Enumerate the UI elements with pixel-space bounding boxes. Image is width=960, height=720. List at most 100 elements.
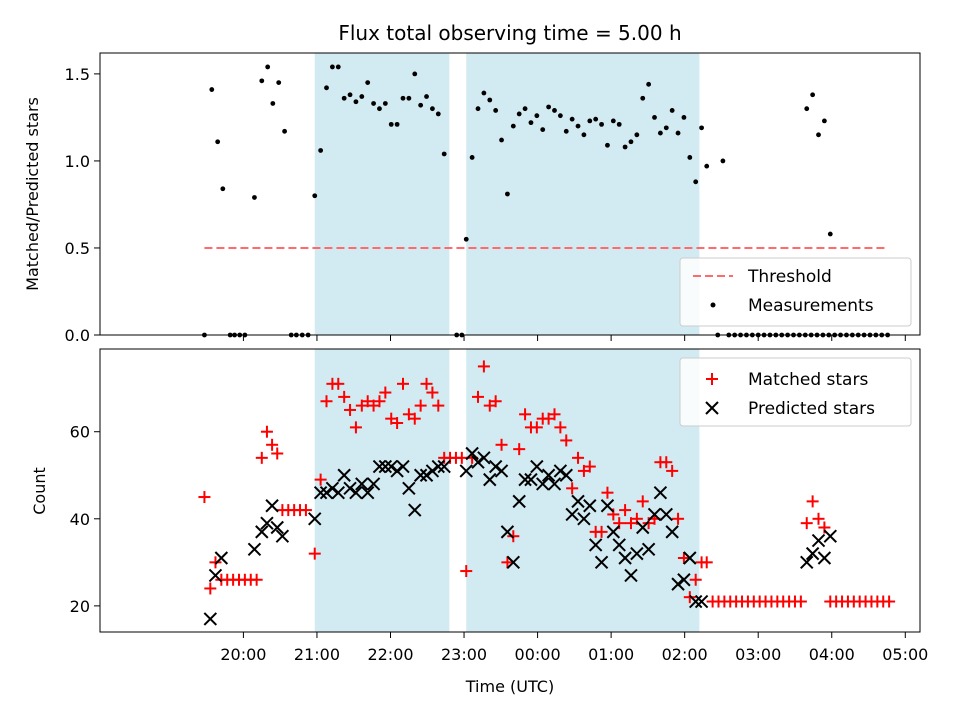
measurement-point bbox=[552, 108, 557, 113]
measurement-point bbox=[810, 92, 816, 98]
matched-star-point bbox=[636, 495, 649, 508]
predicted-star-point bbox=[800, 555, 814, 570]
measurement-point bbox=[382, 101, 388, 106]
bottom-plot-frame bbox=[99, 348, 921, 633]
predicted-star-point bbox=[530, 459, 544, 474]
measurement-point bbox=[569, 116, 575, 122]
top-shaded-interval-0 bbox=[314, 53, 450, 335]
predicted-star-point bbox=[823, 529, 837, 543]
x-tick-label: 20:00 bbox=[220, 645, 266, 664]
predicted-star-point bbox=[331, 485, 345, 500]
x-axis-label: Time (UTC) bbox=[465, 677, 554, 696]
legend-matched-swatch bbox=[706, 373, 718, 385]
predicted-star-point bbox=[355, 477, 369, 491]
legend-threshold-label: Threshold bbox=[747, 267, 832, 287]
predicted-star-point bbox=[325, 481, 340, 496]
measurement-point bbox=[816, 132, 821, 138]
measurement-point bbox=[424, 94, 429, 99]
predicted-star-point bbox=[343, 481, 357, 496]
x-tick-label: 00:00 bbox=[515, 645, 561, 664]
matched-star-point bbox=[560, 434, 573, 447]
matched-star-point bbox=[513, 443, 526, 456]
top-y-tick-label: 0.5 bbox=[65, 239, 90, 258]
measurement-point bbox=[522, 106, 528, 112]
predicted-star-point bbox=[247, 542, 262, 556]
measurement-point bbox=[516, 111, 522, 117]
measurement-point bbox=[557, 113, 563, 119]
matched-star-point bbox=[455, 451, 468, 464]
measurement-point bbox=[687, 155, 693, 160]
legend-measurements-swatch bbox=[710, 302, 716, 308]
predicted-star-point bbox=[390, 464, 404, 478]
measurement-point bbox=[335, 64, 341, 70]
matched-star-point bbox=[595, 525, 608, 538]
predicted-star-point bbox=[671, 577, 685, 591]
measurement-point bbox=[720, 158, 726, 164]
measurement-point bbox=[341, 95, 347, 101]
predicted-star-point bbox=[641, 542, 656, 556]
measurement-point bbox=[605, 142, 610, 148]
matched-star-point bbox=[666, 464, 679, 477]
measurement-point bbox=[693, 179, 699, 185]
matched-star-point bbox=[806, 495, 819, 508]
measurement-point bbox=[276, 80, 282, 85]
matched-star-point bbox=[677, 551, 690, 564]
matched-star-point bbox=[489, 395, 502, 408]
matched-star-point bbox=[495, 438, 508, 451]
measurement-point bbox=[347, 92, 353, 98]
measurement-point bbox=[657, 130, 663, 136]
predicted-star-point bbox=[805, 546, 820, 561]
measurement-point bbox=[528, 120, 534, 126]
measurement-point bbox=[329, 64, 335, 70]
measurement-point bbox=[318, 148, 324, 153]
matched-star-point bbox=[414, 399, 427, 412]
matched-star-point bbox=[255, 451, 268, 464]
x-tick-label: 02:00 bbox=[662, 645, 708, 664]
bot-shaded-interval-1 bbox=[466, 349, 700, 632]
predicted-star-point bbox=[506, 555, 521, 570]
matched-star-point bbox=[554, 421, 567, 434]
measurement-point bbox=[282, 128, 287, 134]
predicted-star-point bbox=[214, 551, 229, 565]
measurement-point bbox=[652, 115, 657, 120]
measurement-point bbox=[418, 102, 424, 108]
top-y-tick-label: 1.0 bbox=[65, 152, 90, 171]
predicted-star-point bbox=[553, 464, 568, 478]
measurement-point bbox=[259, 78, 265, 84]
predicted-star-point bbox=[337, 468, 351, 482]
predicted-star-point bbox=[541, 468, 556, 482]
matched-star-point bbox=[477, 360, 490, 373]
x-tick-label: 01:00 bbox=[588, 645, 634, 664]
matched-star-point bbox=[320, 395, 333, 408]
matched-star-point bbox=[420, 377, 433, 390]
measurement-point bbox=[540, 127, 546, 132]
predicted-star-point bbox=[606, 525, 621, 539]
matched-star-point bbox=[373, 395, 386, 408]
matched-star-point bbox=[250, 573, 263, 586]
measurement-point bbox=[675, 130, 681, 136]
predicted-star-point bbox=[366, 477, 381, 491]
matched-star-point bbox=[391, 417, 404, 430]
x-tick-label: 23:00 bbox=[441, 645, 487, 664]
matched-star-point bbox=[332, 377, 345, 390]
predicted-star-point bbox=[500, 525, 515, 539]
measurement-point bbox=[481, 90, 487, 96]
predicted-star-point bbox=[425, 464, 440, 478]
measurement-point bbox=[353, 99, 359, 105]
matched-star-point bbox=[314, 473, 327, 486]
matched-star-point bbox=[812, 512, 825, 525]
measurement-point bbox=[265, 64, 271, 70]
predicted-star-point bbox=[811, 533, 826, 548]
measurement-point bbox=[359, 94, 365, 99]
measurement-point bbox=[463, 236, 469, 242]
predicted-star-point bbox=[547, 477, 562, 491]
matched-star-point bbox=[583, 460, 596, 473]
measurement-point bbox=[663, 125, 669, 131]
predicted-star-point bbox=[630, 546, 644, 561]
measurement-point bbox=[365, 80, 371, 85]
measurement-point bbox=[821, 118, 827, 124]
measurement-point bbox=[563, 128, 569, 134]
bot-y-tick-label: 60 bbox=[70, 423, 90, 442]
matched-star-point bbox=[601, 486, 614, 499]
